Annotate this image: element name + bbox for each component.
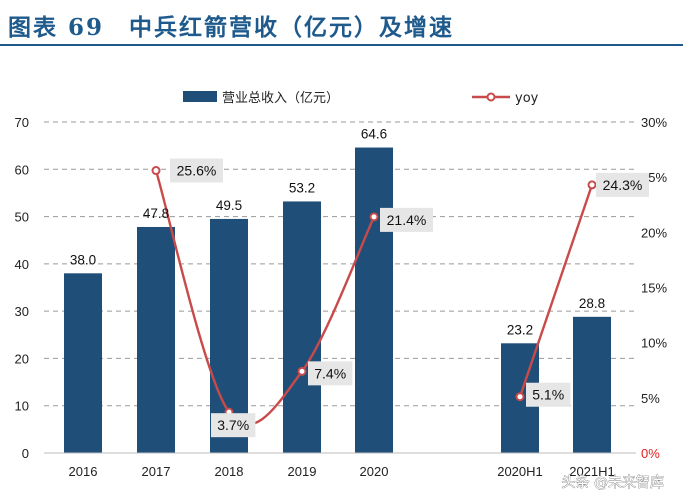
legend-swatch-point: [486, 92, 496, 102]
x-tick-label: 2021H1: [569, 464, 615, 479]
x-tick-label: 2016: [69, 464, 98, 479]
x-tick-label: 2017: [142, 464, 171, 479]
bar-value-label: 28.8: [579, 296, 605, 311]
yoy-point: [151, 166, 161, 176]
bar-value-label: 23.2: [507, 322, 533, 337]
revenue-bar: [283, 201, 321, 453]
data-labels: 38.0 47.8 49.5 53.2 64.6 23.2 28.8 25.6% 3.7% 7.4…: [70, 127, 649, 438]
bar-value-label: 49.5: [216, 198, 242, 213]
y-left-tick-label: 0: [22, 446, 29, 461]
legend-swatch-bar: [183, 91, 217, 102]
bar-value-label: 38.0: [70, 252, 96, 267]
revenue-bar: [355, 147, 393, 453]
y-left-tick-label: 70: [15, 115, 29, 130]
y-right-tick-label: 15%: [641, 281, 667, 296]
yoy-value-label: 7.4%: [314, 365, 346, 381]
legend-label-yoy: yoy: [515, 91, 539, 106]
report-header: 图表 69 中兵红箭营收（亿元）及增速: [0, 0, 683, 46]
y-right-tick-label: 30%: [641, 115, 667, 130]
yoy-label-bg: [170, 158, 223, 183]
revenue-bar: [64, 273, 102, 453]
bar-value-label: 47.8: [143, 206, 169, 221]
yoy-line-segment: [154, 170, 376, 426]
figure-title: 图表 69 中兵红箭营收（亿元）及增速: [8, 14, 455, 41]
watermark-text: 头条 @未来智库: [562, 474, 664, 491]
x-tick-label: 2019: [288, 464, 317, 479]
yoy-label-bg: [596, 172, 649, 197]
legend-label-revenue: 营业总收入（亿元）: [222, 91, 339, 106]
yoy-value-label: 21.4%: [387, 212, 427, 228]
yoy-label-bg: [380, 207, 433, 232]
yoy-value-label: 5.1%: [532, 387, 564, 403]
y-right-tick-label: 5%: [641, 391, 660, 406]
yoy-point: [297, 366, 307, 376]
yoy-point: [369, 212, 379, 222]
yoy-point: [515, 392, 525, 402]
legend: 营业总收入（亿元） yoy: [183, 91, 539, 106]
y-right-tick-label: 20%: [641, 225, 667, 240]
y-left-tick-label: 60: [15, 162, 29, 177]
yoy-label-bg: [308, 361, 353, 386]
revenue-bar: [573, 316, 611, 453]
y-left-tick-label: 40: [15, 257, 29, 272]
y-left-tick-label: 10: [15, 399, 29, 414]
yoy-value-label: 25.6%: [177, 163, 217, 179]
bar-value-label: 64.6: [361, 127, 387, 142]
revenue-bar: [137, 226, 175, 453]
y-left-tick-label: 50: [15, 210, 29, 225]
yoy-line-segment: [518, 184, 594, 398]
y-right-tick-label: 0%: [641, 446, 660, 461]
x-tick-label: 2018: [215, 464, 244, 479]
yoy-value-label: 24.3%: [603, 177, 643, 193]
yoy-label-bg: [526, 382, 571, 407]
bar-value-label: 53.2: [289, 180, 315, 195]
yoy-point: [587, 180, 597, 190]
y-left-tick-label: 30: [15, 304, 29, 319]
y-left-tick-label: 20: [15, 351, 29, 366]
y-right-tick-label: 10%: [641, 336, 667, 351]
yoy-value-label: 3.7%: [217, 417, 249, 433]
x-tick-label: 2020: [360, 464, 389, 479]
x-tick-label: 2020H1: [497, 464, 543, 479]
header-rule: [0, 44, 683, 46]
yoy-label-bg: [211, 413, 256, 438]
